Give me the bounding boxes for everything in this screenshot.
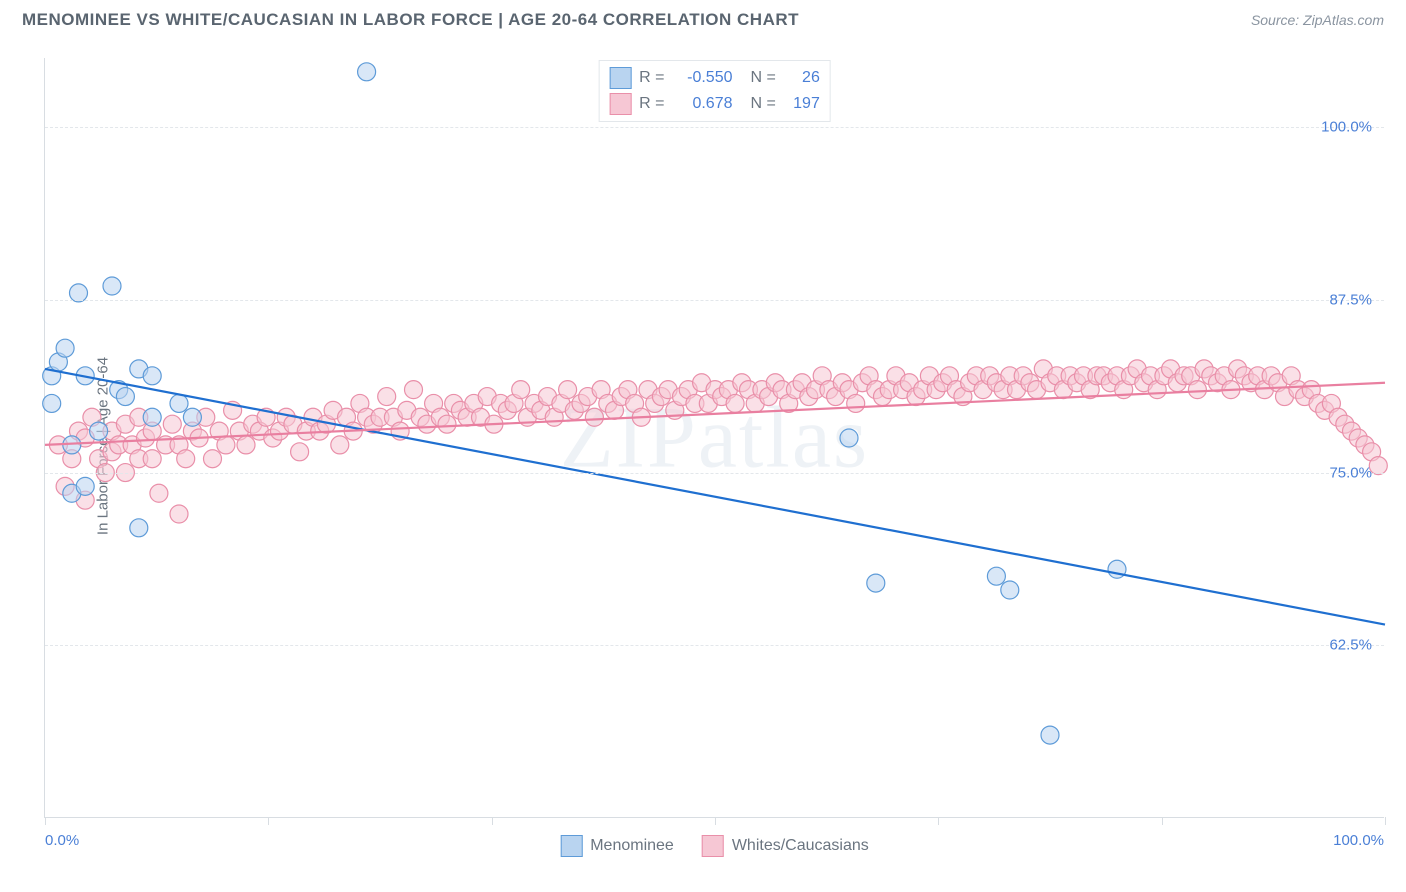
chart-title: MENOMINEE VS WHITE/CAUCASIAN IN LABOR FO… xyxy=(22,10,799,30)
source-attribution: Source: ZipAtlas.com xyxy=(1251,12,1384,28)
y-tick-label: 75.0% xyxy=(1329,464,1372,481)
legend-label-whites: Whites/Caucasians xyxy=(732,837,869,855)
n-value-whites: 197 xyxy=(784,95,820,113)
r-label: R = xyxy=(639,69,664,87)
x-tick-label-left: 0.0% xyxy=(45,832,79,849)
n-label: N = xyxy=(751,69,776,87)
legend-item-menominee: Menominee xyxy=(560,835,674,857)
legend-item-whites: Whites/Caucasians xyxy=(702,835,869,857)
y-tick-label: 100.0% xyxy=(1321,119,1372,136)
legend-row-whites: R = 0.678 N = 197 xyxy=(609,91,820,117)
r-label: R = xyxy=(639,95,664,113)
legend-swatch-whites xyxy=(609,93,631,115)
legend-label-menominee: Menominee xyxy=(590,837,674,855)
correlation-legend: R = -0.550 N = 26 R = 0.678 N = 197 xyxy=(598,60,831,122)
n-value-menominee: 26 xyxy=(784,69,820,87)
y-tick-label: 87.5% xyxy=(1329,291,1372,308)
r-value-whites: 0.678 xyxy=(673,95,733,113)
legend-swatch-menominee xyxy=(609,67,631,89)
series-legend: Menominee Whites/Caucasians xyxy=(560,835,869,857)
chart-header: MENOMINEE VS WHITE/CAUCASIAN IN LABOR FO… xyxy=(0,0,1406,38)
scatter-svg xyxy=(45,58,1384,817)
r-value-menominee: -0.550 xyxy=(673,69,733,87)
legend-swatch-whites xyxy=(702,835,724,857)
n-label: N = xyxy=(751,95,776,113)
x-tick-label-right: 100.0% xyxy=(1333,832,1384,849)
chart-plot-area: ZIPatlas R = -0.550 N = 26 R = 0.678 N =… xyxy=(44,58,1384,818)
y-tick-label: 62.5% xyxy=(1329,637,1372,654)
legend-row-menominee: R = -0.550 N = 26 xyxy=(609,65,820,91)
legend-swatch-menominee xyxy=(560,835,582,857)
